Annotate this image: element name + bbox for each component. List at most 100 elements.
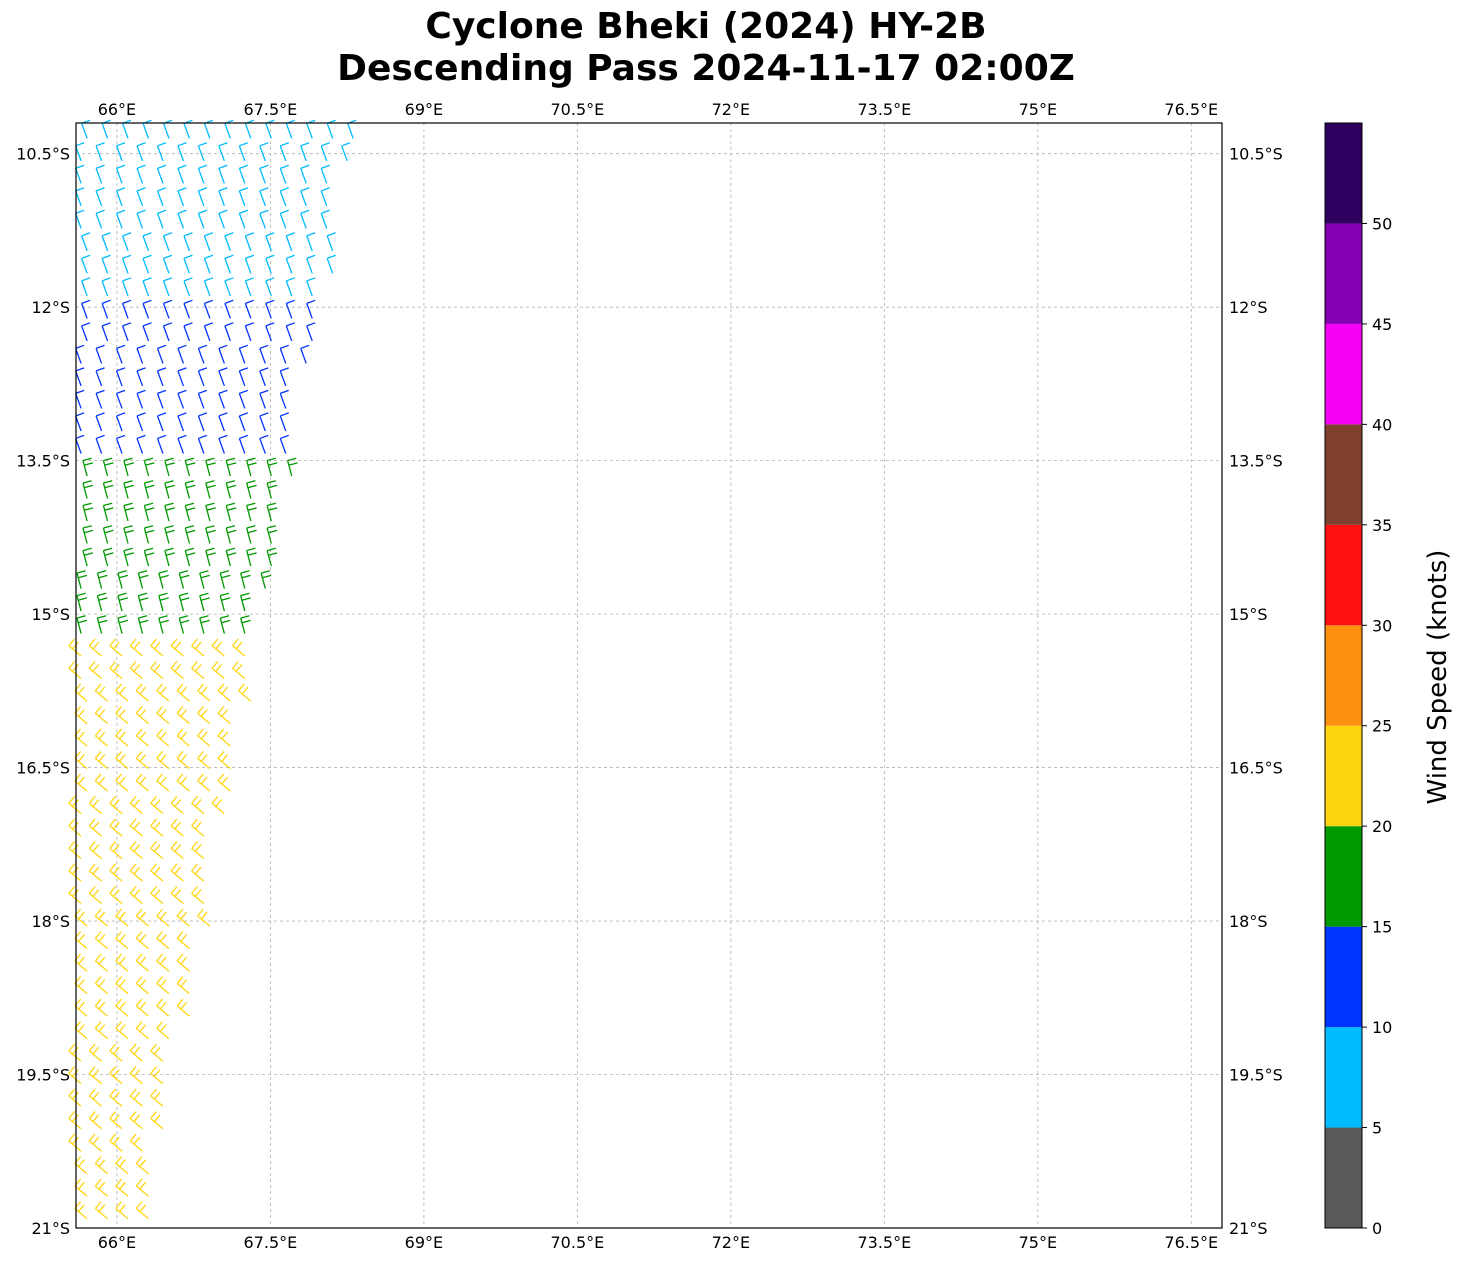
wind-barb — [225, 457, 237, 477]
chart-title-line-2: Descending Pass 2024-11-17 02:00Z — [337, 48, 1075, 89]
wind-barb — [177, 434, 187, 454]
wind-barb — [121, 277, 132, 297]
wind-barb — [143, 525, 155, 544]
wind-barb — [137, 570, 149, 589]
lon-tick-label-top: 66°E — [98, 100, 136, 119]
colorbar-tick-label: 0 — [1372, 1219, 1382, 1238]
wind-barb — [320, 209, 330, 229]
wind-barb — [164, 547, 175, 567]
wind-barb — [121, 254, 132, 274]
colorbar-tick-label: 20 — [1372, 817, 1392, 836]
wind-barb — [177, 164, 187, 184]
wind-barb — [156, 209, 167, 229]
wind-barb — [232, 638, 246, 657]
wind-barb — [109, 841, 123, 860]
wind-barb — [74, 773, 88, 792]
wind-barb — [306, 254, 316, 274]
wind-barb — [68, 1088, 82, 1107]
wind-barb — [279, 187, 289, 207]
wind-barb — [176, 683, 190, 702]
wind-barb — [238, 367, 249, 387]
colorbar-tick-label: 10 — [1372, 1018, 1392, 1037]
wind-barb — [129, 841, 143, 860]
wind-barb — [109, 818, 123, 837]
colorbar: 0 5 10 15 20 25 30 35 40 45 50 — [1324, 122, 1392, 1238]
wind-barb — [176, 931, 190, 950]
wind-barb — [88, 796, 102, 815]
wind-barb — [88, 1088, 102, 1107]
wind-barb — [203, 254, 214, 274]
wind-barb — [219, 592, 231, 612]
lon-tick-label-top: 75°E — [1019, 100, 1057, 119]
wind-barb — [121, 322, 132, 342]
wind-barb — [246, 457, 257, 477]
wind-barb — [109, 660, 123, 680]
wind-barb — [224, 322, 234, 342]
wind-barb — [109, 1111, 123, 1130]
wind-barb — [259, 389, 269, 409]
wind-barb — [183, 232, 193, 252]
colorbar-bin — [1325, 323, 1362, 425]
wind-barb — [75, 367, 85, 387]
wind-barb — [88, 1133, 102, 1152]
lon-tick-label-top: 69°E — [405, 100, 443, 119]
wind-barb — [191, 796, 205, 815]
wind-barb — [279, 389, 289, 409]
wind-barb — [177, 187, 187, 207]
wind-barb — [115, 728, 129, 747]
colorbar-bin — [1325, 826, 1362, 927]
wind-barb — [88, 818, 102, 837]
lon-tick-label-top: 76.5°E — [1164, 100, 1218, 119]
wind-barb — [191, 863, 205, 882]
lat-tick-label-right: 16.5°S — [1229, 759, 1283, 778]
wind-barb — [101, 277, 111, 297]
wind-barb — [150, 863, 164, 882]
lon-tick-label-bottom: 66°E — [98, 1233, 136, 1252]
wind-barb — [246, 525, 257, 544]
wind-barb — [341, 142, 351, 162]
wind-barb — [246, 547, 257, 567]
lon-tick-label-bottom: 69°E — [405, 1233, 443, 1252]
wind-barb — [211, 660, 225, 680]
wind-barb — [225, 547, 237, 567]
wind-barb — [300, 209, 310, 229]
wind-barb — [244, 232, 255, 252]
wind-barb — [135, 998, 149, 1017]
wind-barb — [95, 412, 105, 432]
wind-barb — [162, 322, 173, 342]
wind-barb — [184, 525, 196, 544]
wind-barb — [279, 142, 289, 162]
wind-barb — [156, 976, 170, 995]
wind-barb — [266, 525, 278, 544]
wind-barb — [265, 322, 275, 342]
wind-barb — [115, 953, 129, 972]
wind-barb — [75, 209, 85, 229]
wind-barb — [170, 796, 184, 815]
wind-barb — [300, 164, 310, 184]
wind-barb — [109, 1066, 123, 1085]
lat-tick-label-right: 18°S — [1229, 912, 1268, 931]
wind-barb — [176, 953, 190, 972]
wind-barb — [320, 164, 330, 184]
wind-barb — [115, 998, 129, 1017]
wind-barb — [240, 615, 251, 634]
wind-barb — [306, 277, 316, 297]
wind-barb — [135, 751, 149, 770]
wind-barb — [68, 818, 82, 837]
colorbar-frame — [1324, 122, 1363, 1229]
wind-barb — [74, 1178, 88, 1197]
wind-barb — [156, 908, 170, 927]
wind-barb — [244, 254, 255, 274]
wind-barb — [136, 434, 146, 454]
wind-barb — [217, 728, 231, 747]
wind-barb — [135, 773, 149, 792]
wind-barb — [115, 1201, 129, 1220]
lon-tick-label-bottom: 72°E — [712, 1233, 750, 1252]
wind-barb — [150, 1111, 164, 1130]
wind-barb — [94, 1021, 108, 1040]
wind-barb — [238, 344, 249, 364]
wind-barb — [156, 434, 167, 454]
wind-barb — [197, 434, 208, 454]
wind-barb — [129, 886, 143, 905]
